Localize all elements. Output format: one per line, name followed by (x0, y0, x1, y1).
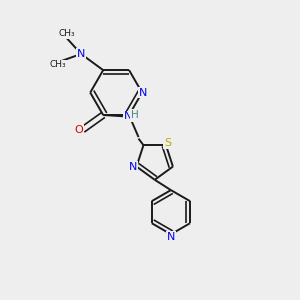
Text: N: N (139, 88, 147, 98)
Text: N: N (123, 112, 132, 122)
Text: N: N (129, 162, 137, 172)
Text: CH₃: CH₃ (58, 29, 75, 38)
Text: CH₃: CH₃ (49, 60, 66, 69)
Text: N: N (167, 232, 175, 242)
Text: H: H (131, 110, 139, 120)
Text: N: N (77, 49, 85, 59)
Text: S: S (164, 138, 171, 148)
Text: O: O (74, 125, 83, 135)
